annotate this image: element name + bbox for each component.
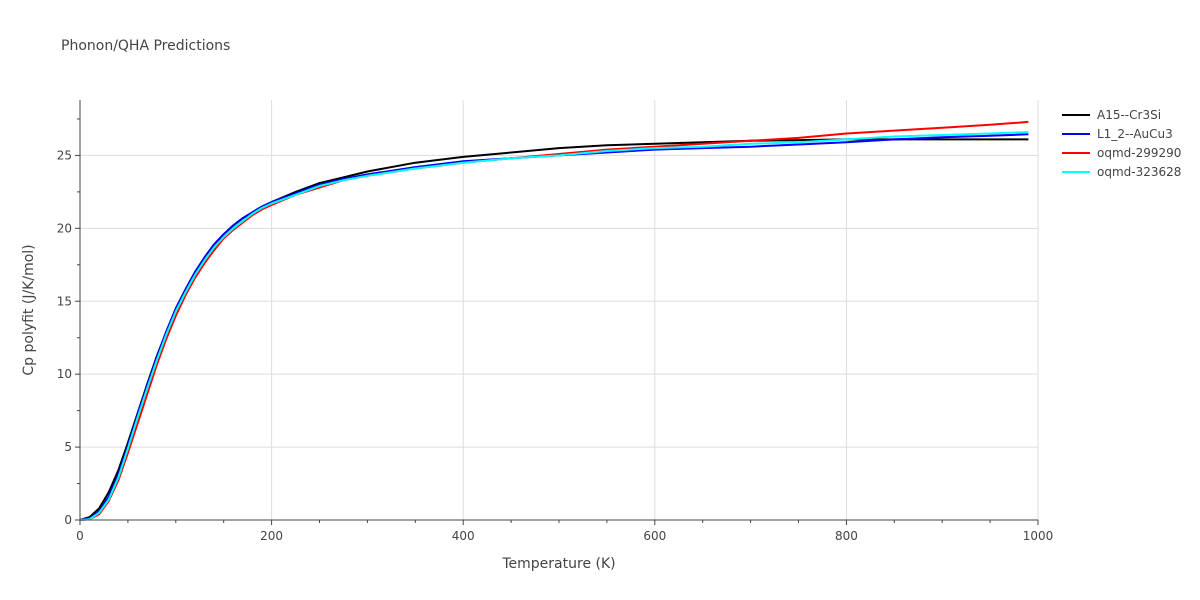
legend-label: oqmd-299290 — [1097, 146, 1181, 160]
series-line — [79, 120, 1029, 521]
legend[interactable]: A15--Cr3Si L1_2--AuCu3 oqmd-299290 oqmd-323… — [1062, 108, 1181, 179]
y-tick-label: 10 — [57, 367, 72, 381]
x-tick-label: 600 — [643, 529, 666, 543]
legend-label: A15--Cr3Si — [1097, 108, 1161, 122]
legend-item[interactable]: oqmd-299290 — [1062, 146, 1181, 160]
y-tick-label: 0 — [64, 513, 72, 527]
series-line — [79, 133, 1029, 521]
legend-item[interactable]: A15--Cr3Si — [1062, 108, 1161, 122]
legend-label: oqmd-323628 — [1097, 165, 1181, 179]
legend-item[interactable]: oqmd-323628 — [1062, 165, 1181, 179]
x-tick-label: 800 — [835, 529, 858, 543]
axes: 0 200 400 600 800 1000 0 5 10 15 20 25 — [57, 100, 1054, 543]
x-axis-title: Temperature (K) — [501, 556, 615, 572]
series-line — [79, 131, 1029, 521]
chart-title: Phonon/QHA Predictions — [61, 38, 230, 54]
legend-item[interactable]: L1_2--AuCu3 — [1062, 127, 1173, 141]
y-axis-title: Cp polyfit (J/K/mol) — [21, 244, 37, 375]
y-tick-label: 15 — [57, 294, 72, 308]
series-line — [79, 138, 1029, 521]
x-tick-label: 1000 — [1023, 529, 1054, 543]
x-tick-label: 400 — [452, 529, 475, 543]
legend-label: L1_2--AuCu3 — [1097, 127, 1173, 141]
y-tick-label: 25 — [57, 148, 72, 162]
x-tick-label: 200 — [260, 529, 283, 543]
x-tick-label: 0 — [76, 529, 84, 543]
grid — [80, 100, 1039, 520]
plot-area — [79, 120, 1029, 521]
y-tick-label: 20 — [57, 221, 72, 235]
y-tick-label: 5 — [64, 440, 72, 454]
